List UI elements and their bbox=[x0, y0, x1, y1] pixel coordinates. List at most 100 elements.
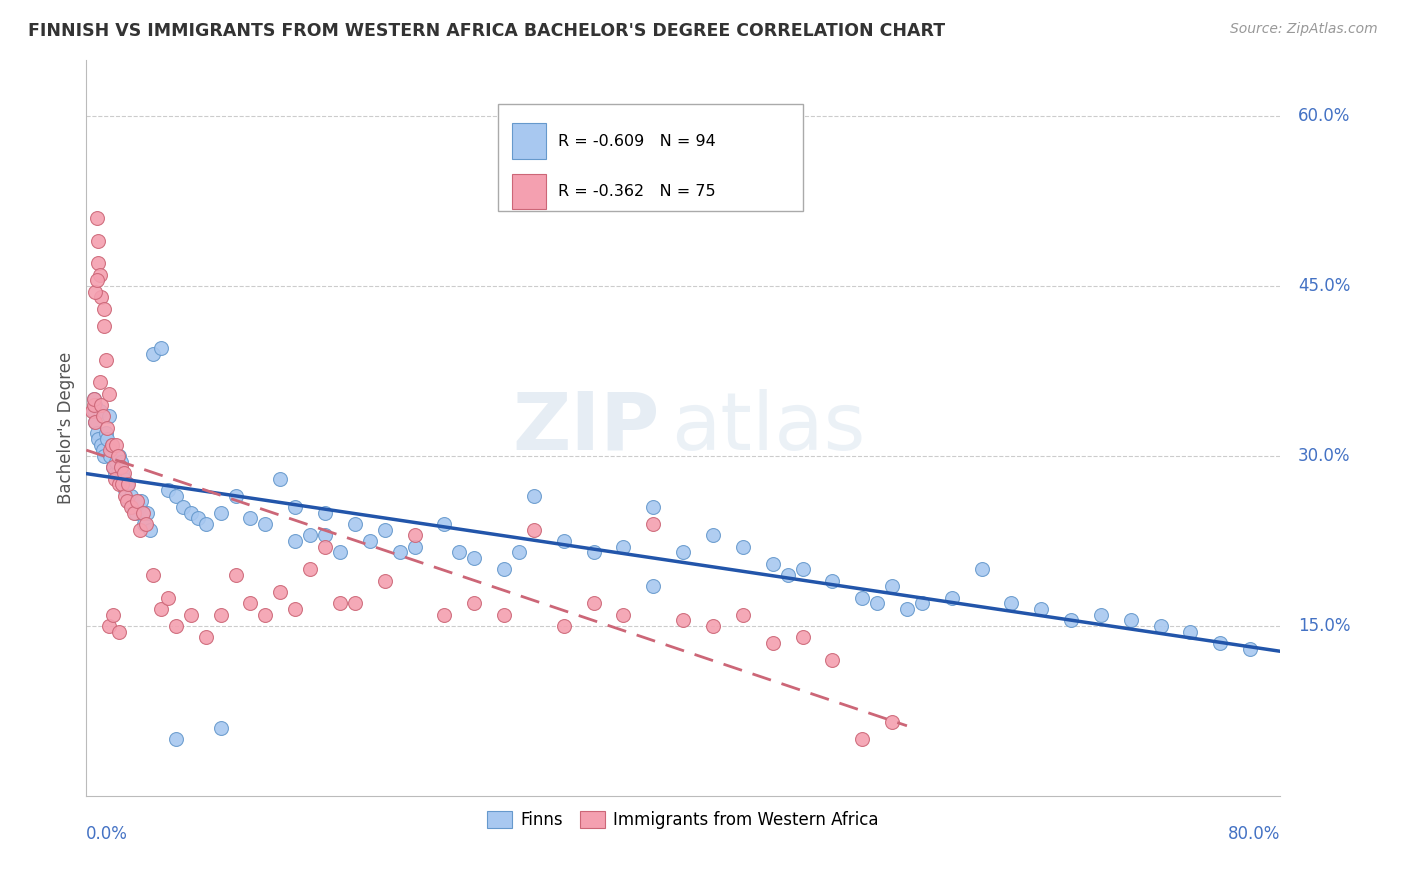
Point bbox=[86, 211, 108, 226]
Point bbox=[91, 443, 114, 458]
Point bbox=[114, 489, 136, 503]
Point bbox=[87, 234, 110, 248]
Point bbox=[131, 494, 153, 508]
Point bbox=[194, 516, 217, 531]
Point bbox=[269, 585, 291, 599]
Point bbox=[523, 523, 546, 537]
Point bbox=[851, 732, 873, 747]
Point bbox=[254, 607, 277, 622]
Point bbox=[553, 533, 575, 548]
Point bbox=[84, 285, 107, 299]
Point bbox=[83, 398, 105, 412]
Point bbox=[105, 455, 128, 469]
Point bbox=[224, 489, 246, 503]
Point bbox=[404, 540, 426, 554]
Point bbox=[284, 500, 307, 514]
Point bbox=[87, 256, 110, 270]
Point bbox=[114, 483, 136, 497]
Text: 45.0%: 45.0% bbox=[1298, 277, 1350, 295]
Point bbox=[508, 545, 530, 559]
Point bbox=[157, 591, 180, 605]
Point bbox=[239, 511, 262, 525]
Point bbox=[1031, 602, 1053, 616]
Point bbox=[359, 533, 381, 548]
Point bbox=[86, 273, 108, 287]
Point bbox=[553, 619, 575, 633]
Point bbox=[111, 466, 134, 480]
Point bbox=[314, 528, 336, 542]
Point bbox=[125, 494, 148, 508]
Point bbox=[494, 607, 516, 622]
Point bbox=[672, 545, 695, 559]
Point bbox=[209, 607, 232, 622]
Point bbox=[90, 438, 112, 452]
Point bbox=[672, 613, 695, 627]
Point bbox=[224, 568, 246, 582]
Point bbox=[269, 472, 291, 486]
Point bbox=[776, 568, 799, 582]
Point bbox=[792, 562, 814, 576]
Point bbox=[180, 506, 202, 520]
Point bbox=[142, 568, 165, 582]
Point bbox=[97, 409, 120, 424]
Point bbox=[84, 415, 107, 429]
Point bbox=[94, 426, 117, 441]
Bar bbox=[512, 123, 546, 159]
Point bbox=[329, 545, 352, 559]
Point bbox=[329, 596, 352, 610]
Point bbox=[98, 443, 121, 458]
Point bbox=[792, 630, 814, 644]
Point bbox=[157, 483, 180, 497]
Point bbox=[108, 477, 131, 491]
Point bbox=[93, 318, 115, 333]
Text: atlas: atlas bbox=[671, 389, 866, 467]
Text: 15.0%: 15.0% bbox=[1298, 617, 1350, 635]
Point bbox=[731, 540, 754, 554]
Point bbox=[582, 545, 605, 559]
Point bbox=[84, 398, 107, 412]
Point bbox=[105, 438, 128, 452]
Point bbox=[404, 528, 426, 542]
Point bbox=[89, 376, 111, 390]
Point bbox=[165, 619, 187, 633]
Point bbox=[134, 516, 156, 531]
Point bbox=[120, 500, 142, 514]
Point bbox=[100, 438, 122, 452]
Point bbox=[172, 500, 194, 514]
Point bbox=[104, 466, 127, 480]
Point bbox=[100, 438, 122, 452]
Point bbox=[1090, 607, 1112, 622]
Point bbox=[911, 596, 934, 610]
Point bbox=[494, 562, 516, 576]
Point bbox=[284, 533, 307, 548]
Text: ZIP: ZIP bbox=[512, 389, 659, 467]
Text: R = -0.362   N = 75: R = -0.362 N = 75 bbox=[558, 184, 716, 199]
Point bbox=[86, 426, 108, 441]
Point bbox=[142, 347, 165, 361]
Point bbox=[866, 596, 889, 610]
Text: 60.0%: 60.0% bbox=[1298, 107, 1350, 125]
Point bbox=[374, 523, 396, 537]
Point bbox=[523, 489, 546, 503]
Point bbox=[165, 732, 187, 747]
Point bbox=[98, 449, 121, 463]
Point bbox=[463, 596, 485, 610]
Point bbox=[108, 449, 131, 463]
Point bbox=[433, 516, 456, 531]
Point bbox=[762, 557, 785, 571]
Point bbox=[702, 528, 724, 542]
Text: 80.0%: 80.0% bbox=[1227, 825, 1279, 843]
Point bbox=[117, 477, 139, 491]
Point bbox=[851, 591, 873, 605]
Point bbox=[83, 392, 105, 407]
Point bbox=[101, 460, 124, 475]
Text: 0.0%: 0.0% bbox=[86, 825, 128, 843]
Point bbox=[107, 466, 129, 480]
Point bbox=[1209, 636, 1232, 650]
Point bbox=[1000, 596, 1022, 610]
Point bbox=[93, 301, 115, 316]
Point bbox=[880, 579, 903, 593]
Point bbox=[463, 551, 485, 566]
Point bbox=[149, 602, 172, 616]
Point bbox=[101, 607, 124, 622]
